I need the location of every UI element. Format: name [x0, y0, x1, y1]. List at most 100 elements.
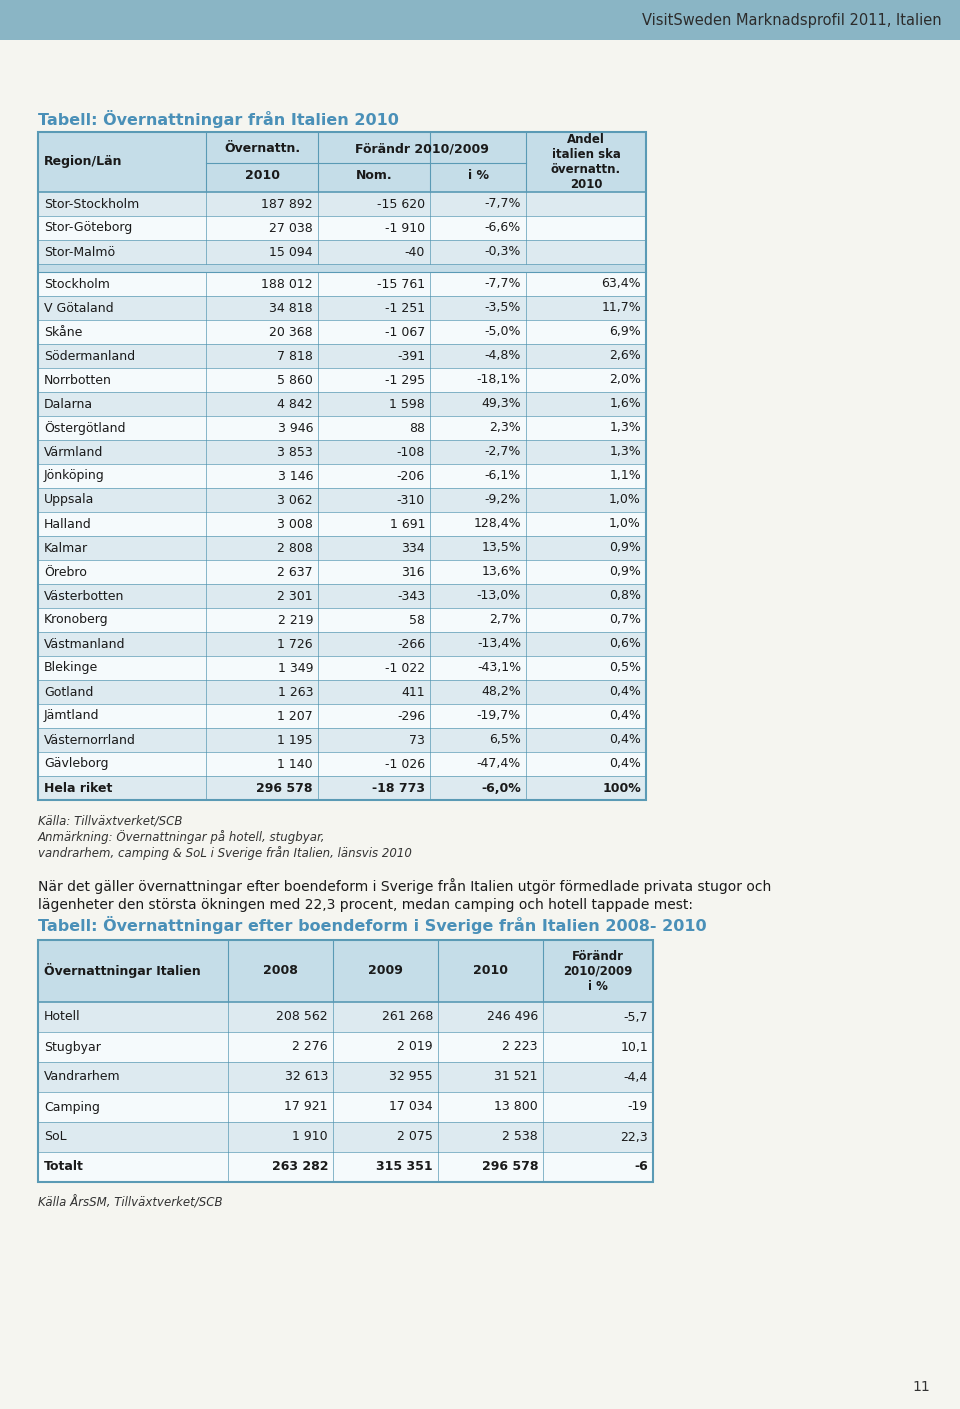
Text: -40: -40	[404, 245, 425, 258]
Text: Anmärkning: Övernattningar på hotell, stugbyar,: Anmärkning: Övernattningar på hotell, st…	[38, 830, 325, 844]
Text: 22,3: 22,3	[620, 1130, 648, 1144]
Text: Tabell: Övernattningar efter boendeform i Sverige från Italien 2008- 2010: Tabell: Övernattningar efter boendeform …	[38, 916, 707, 934]
Text: Stor-Malmö: Stor-Malmö	[44, 245, 115, 258]
Text: -4,4: -4,4	[624, 1071, 648, 1084]
Text: 2,3%: 2,3%	[490, 421, 521, 434]
Bar	[38, 535, 646, 559]
Text: 1,0%: 1,0%	[610, 517, 641, 531]
Text: Totalt: Totalt	[44, 1161, 84, 1174]
Text: Andel
italien ska
övernattn.
2010: Andel italien ska övernattn. 2010	[551, 132, 621, 192]
Text: -6,6%: -6,6%	[485, 221, 521, 234]
Text: 5 860: 5 860	[277, 373, 313, 386]
Bar	[38, 272, 646, 296]
Text: Östergötland: Östergötland	[44, 421, 126, 435]
Text: 2 219: 2 219	[277, 613, 313, 627]
Text: 0,4%: 0,4%	[610, 710, 641, 723]
Text: 13 800: 13 800	[494, 1100, 538, 1113]
Text: 2 538: 2 538	[502, 1130, 538, 1144]
Text: -5,0%: -5,0%	[485, 325, 521, 338]
Bar	[38, 1002, 653, 1031]
Text: Nom.: Nom.	[356, 169, 393, 182]
Text: 2 808: 2 808	[277, 541, 313, 555]
Text: vandrarhem, camping & SoL i Sverige från Italien, länsvis 2010: vandrarhem, camping & SoL i Sverige från…	[38, 845, 412, 859]
Bar	[38, 464, 646, 488]
Text: -1 022: -1 022	[385, 661, 425, 675]
Text: 20 368: 20 368	[270, 325, 313, 338]
Text: 0,5%: 0,5%	[609, 661, 641, 675]
Text: 1,6%: 1,6%	[610, 397, 641, 410]
Text: 48,2%: 48,2%	[481, 686, 521, 699]
Text: -18 773: -18 773	[372, 782, 425, 795]
Text: 1,0%: 1,0%	[610, 493, 641, 506]
Bar	[38, 1153, 653, 1182]
Text: 15 094: 15 094	[270, 245, 313, 258]
Text: Källa ÅrsSM, Tillväxtverket/SCB: Källa ÅrsSM, Tillväxtverket/SCB	[38, 1196, 223, 1209]
Text: Hotell: Hotell	[44, 1010, 81, 1023]
Text: 0,4%: 0,4%	[610, 686, 641, 699]
Text: VisitSweden Marknadsprofil 2011, Italien: VisitSweden Marknadsprofil 2011, Italien	[642, 13, 942, 28]
Text: 2 223: 2 223	[502, 1040, 538, 1054]
Text: 246 496: 246 496	[487, 1010, 538, 1023]
Bar	[38, 132, 646, 192]
Text: 316: 316	[401, 565, 425, 579]
Text: 0,4%: 0,4%	[610, 734, 641, 747]
Text: Övernattningar Italien: Övernattningar Italien	[44, 964, 201, 978]
Text: -206: -206	[396, 469, 425, 482]
Text: Värmland: Värmland	[44, 445, 104, 458]
Text: -1 295: -1 295	[385, 373, 425, 386]
Text: Örebro: Örebro	[44, 565, 86, 579]
Bar	[38, 263, 646, 272]
Bar	[38, 940, 653, 1182]
Bar	[38, 609, 646, 633]
Text: -19: -19	[628, 1100, 648, 1113]
Text: 11,7%: 11,7%	[601, 302, 641, 314]
Text: 1 207: 1 207	[277, 710, 313, 723]
Text: -18,1%: -18,1%	[477, 373, 521, 386]
Text: -43,1%: -43,1%	[477, 661, 521, 675]
Text: 32 613: 32 613	[284, 1071, 328, 1084]
Text: -343: -343	[396, 589, 425, 603]
Text: 0,6%: 0,6%	[610, 637, 641, 651]
Text: 1,3%: 1,3%	[610, 421, 641, 434]
Text: 2 276: 2 276	[293, 1040, 328, 1054]
Text: 17 921: 17 921	[284, 1100, 328, 1113]
Text: Halland: Halland	[44, 517, 92, 531]
Text: Kalmar: Kalmar	[44, 541, 88, 555]
Text: Region/Län: Region/Län	[44, 155, 123, 169]
Bar	[38, 511, 646, 535]
Bar	[38, 681, 646, 704]
Text: Övernattn.: Övernattn.	[224, 142, 300, 155]
Text: -1 067: -1 067	[385, 325, 425, 338]
Text: 13,5%: 13,5%	[481, 541, 521, 555]
Text: -391: -391	[396, 349, 425, 362]
Text: 63,4%: 63,4%	[601, 278, 641, 290]
Text: -6,0%: -6,0%	[481, 782, 521, 795]
Text: Stor-Stockholm: Stor-Stockholm	[44, 197, 139, 210]
Text: Uppsala: Uppsala	[44, 493, 94, 506]
Text: 2009: 2009	[368, 965, 403, 978]
Text: Stockholm: Stockholm	[44, 278, 109, 290]
Text: 2 301: 2 301	[277, 589, 313, 603]
Text: 1 691: 1 691	[390, 517, 425, 531]
Text: 0,4%: 0,4%	[610, 758, 641, 771]
Bar	[38, 752, 646, 776]
Bar	[38, 657, 646, 681]
Text: -1 026: -1 026	[385, 758, 425, 771]
Text: 0,9%: 0,9%	[610, 541, 641, 555]
Bar	[38, 216, 646, 240]
Text: 1 349: 1 349	[277, 661, 313, 675]
Text: Hela riket: Hela riket	[44, 782, 112, 795]
Text: -266: -266	[396, 637, 425, 651]
Text: Södermanland: Södermanland	[44, 349, 135, 362]
Bar	[38, 940, 653, 1002]
Text: 31 521: 31 521	[494, 1071, 538, 1084]
Text: -7,7%: -7,7%	[485, 197, 521, 210]
Text: 1 726: 1 726	[277, 637, 313, 651]
Bar	[38, 559, 646, 583]
Text: 3 946: 3 946	[277, 421, 313, 434]
Text: 34 818: 34 818	[270, 302, 313, 314]
Text: SoL: SoL	[44, 1130, 66, 1144]
Text: 6,9%: 6,9%	[610, 325, 641, 338]
Text: 10,1: 10,1	[620, 1040, 648, 1054]
Text: Förändr 2010/2009: Förändr 2010/2009	[355, 142, 489, 155]
